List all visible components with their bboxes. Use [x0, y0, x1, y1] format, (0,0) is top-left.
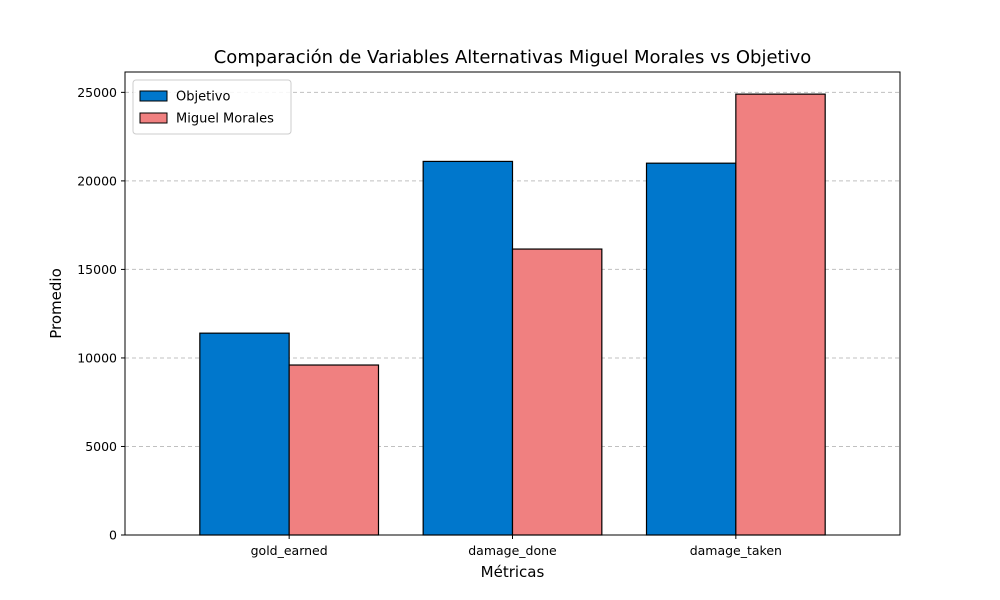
legend-box [132, 79, 292, 135]
y-tick-label: 5000 [85, 439, 117, 454]
x-tick-label: damage_done [468, 543, 557, 558]
y-axis-label: Promedio [47, 268, 65, 339]
y-tick-label: 0 [109, 528, 117, 543]
bar-miguel-morales-damage_done [511, 248, 603, 536]
y-tick-label: 25000 [77, 85, 117, 100]
bar-miguel-morales-gold_earned [288, 364, 380, 536]
x-tick-label: damage_taken [690, 543, 782, 558]
bar-miguel-morales-damage_taken [735, 93, 826, 536]
x-tick-label: gold_earned [251, 543, 328, 558]
legend-swatch [139, 90, 168, 102]
legend-label: Objetivo [176, 90, 230, 105]
bar-objetivo-damage_taken [645, 162, 737, 536]
bar-objetivo-damage_done [422, 160, 514, 536]
bar-objetivo-gold_earned [199, 332, 290, 536]
axes: 0 5000 10000 15000 20000 25000 gold_earned dama… [77, 71, 901, 558]
y-tick-label: 10000 [77, 350, 117, 365]
legend: Objetivo Miguel Morales [132, 79, 292, 135]
legend-swatch [139, 112, 168, 124]
y-tick-label: 15000 [77, 262, 117, 277]
legend-label: Miguel Morales [176, 112, 274, 127]
y-tick-label: 20000 [77, 173, 117, 188]
chart-title: Comparación de Variables Alternativas Mi… [214, 47, 812, 68]
x-axis-label: Métricas [481, 563, 545, 581]
bars [199, 93, 826, 536]
